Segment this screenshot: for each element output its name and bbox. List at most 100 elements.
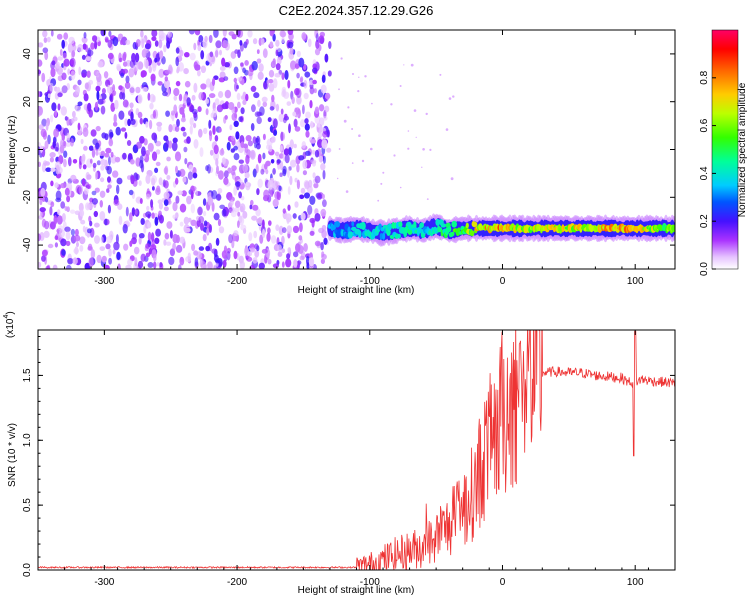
snr-y-label: SNR (10 * v/v) (7, 423, 18, 487)
noise-speckle (382, 171, 385, 174)
signal-point (351, 221, 355, 227)
noise-speckle (54, 182, 59, 189)
noise-speckle (106, 188, 110, 193)
noise-speckle (308, 257, 315, 267)
noise-speckle (215, 158, 219, 167)
noise-speckle (345, 190, 349, 193)
noise-speckle (158, 214, 164, 224)
noise-speckle (137, 94, 143, 104)
noise-speckle (137, 111, 143, 119)
noise-speckle (88, 79, 94, 85)
noise-speckle (38, 69, 42, 75)
noise-speckle (314, 106, 320, 115)
noise-speckle (215, 40, 222, 49)
noise-speckle (125, 39, 131, 45)
noise-speckle (175, 56, 179, 67)
noise-speckle (287, 167, 290, 178)
noise-speckle (165, 138, 170, 149)
noise-speckle (100, 158, 106, 166)
noise-speckle (248, 232, 253, 242)
noise-speckle (239, 40, 243, 46)
noise-speckle (191, 108, 198, 115)
noise-speckle (296, 179, 300, 190)
noise-speckle (218, 77, 225, 83)
noise-speckle (234, 181, 241, 187)
noise-speckle (228, 102, 235, 110)
noise-speckle (234, 200, 241, 208)
y-tick-label: 20 (22, 96, 33, 108)
noise-speckle (211, 248, 218, 254)
noise-speckle (219, 149, 225, 156)
noise-speckle (276, 244, 282, 252)
noise-speckle (85, 56, 92, 61)
noise-speckle (45, 122, 49, 131)
signal-point (394, 233, 399, 240)
noise-speckle (213, 75, 219, 80)
noise-speckle (203, 210, 207, 217)
noise-speckle (107, 84, 111, 94)
noise-speckle (164, 76, 168, 82)
noise-speckle (151, 36, 157, 42)
noise-speckle (138, 180, 142, 187)
noise-speckle (283, 91, 290, 99)
noise-speckle (289, 139, 294, 150)
noise-speckle (156, 121, 163, 127)
colorbar-tick-label: 0.0 (699, 262, 710, 276)
noise-speckle (86, 70, 91, 78)
noise-speckle (190, 190, 194, 200)
noise-speckle (407, 147, 410, 150)
noise-speckle (186, 97, 191, 106)
noise-speckle (287, 79, 291, 89)
noise-speckle (116, 184, 120, 195)
noise-speckle (252, 136, 257, 144)
noise-speckle (189, 125, 193, 135)
noise-speckle (357, 90, 360, 93)
noise-speckle (279, 145, 283, 152)
noise-speckle (287, 247, 291, 254)
signal-point (379, 233, 383, 240)
noise-speckle (108, 156, 111, 166)
noise-speckle (175, 234, 180, 244)
noise-speckle (300, 212, 306, 221)
noise-speckle (200, 50, 205, 60)
noise-speckle (240, 141, 245, 148)
noise-speckle (351, 162, 354, 164)
noise-speckle (198, 246, 205, 251)
noise-speckle (151, 30, 158, 38)
noise-speckle (96, 160, 101, 166)
noise-speckle (61, 249, 66, 256)
noise-speckle (250, 247, 256, 253)
noise-speckle (182, 176, 187, 183)
noise-speckle (415, 136, 417, 138)
noise-speckle (429, 148, 432, 151)
noise-speckle (323, 237, 328, 245)
noise-speckle (257, 99, 261, 107)
noise-speckle (321, 193, 325, 200)
signal-point (457, 227, 461, 232)
noise-speckle (115, 126, 121, 136)
noise-speckle (190, 203, 195, 214)
noise-speckle (173, 95, 178, 101)
noise-speckle (87, 49, 94, 57)
noise-speckle (302, 63, 307, 71)
noise-speckle (70, 70, 76, 81)
noise-speckle (133, 246, 140, 255)
noise-speckle (65, 231, 71, 241)
noise-speckle (347, 106, 350, 109)
noise-speckle (221, 57, 226, 67)
noise-speckle (239, 203, 246, 213)
noise-speckle (326, 147, 332, 153)
noise-speckle (274, 72, 281, 78)
noise-speckle (234, 82, 238, 92)
noise-speckle (208, 119, 212, 129)
noise-speckle (212, 125, 216, 135)
noise-speckle (41, 72, 46, 83)
noise-speckle (38, 142, 41, 147)
noise-speckle (95, 142, 100, 150)
noise-speckle (68, 36, 75, 45)
noise-speckle (209, 149, 214, 156)
noise-speckle (257, 217, 263, 226)
colorbar-label: Normalized spectral amplitude (737, 82, 748, 217)
noise-speckle (158, 39, 163, 49)
noise-speckle (147, 142, 154, 152)
